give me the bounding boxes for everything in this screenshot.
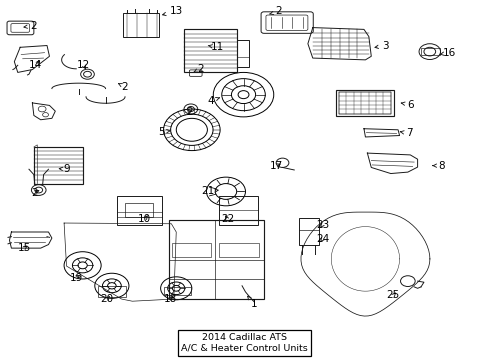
Bar [34,147,82,184]
Text: 21: 21 [201,186,218,197]
Text: 20: 20 [100,294,113,304]
Text: 2: 2 [194,64,203,74]
Text: 8: 8 [432,161,445,171]
Text: 2014 Cadillac ATS
A/C & Heater Control Units: 2014 Cadillac ATS A/C & Heater Control U… [181,333,307,353]
Text: 2: 2 [186,107,193,117]
Bar [219,196,258,225]
Text: 3: 3 [374,41,388,50]
Bar [168,220,264,299]
Text: 17: 17 [269,161,282,171]
Text: 4: 4 [206,96,219,106]
Bar [98,286,126,297]
Text: 2: 2 [24,21,37,31]
Text: 14: 14 [29,60,42,70]
Text: 22: 22 [221,215,234,224]
Text: 23: 23 [315,220,328,230]
Text: 5: 5 [158,127,170,136]
Bar [183,30,237,72]
Bar [125,203,153,217]
Text: 2: 2 [31,188,39,198]
Text: 1: 1 [247,296,257,309]
Text: 24: 24 [315,234,328,244]
Bar [122,13,159,37]
Text: 10: 10 [138,215,151,224]
Bar [117,196,161,225]
Text: 19: 19 [69,273,83,283]
Text: 7: 7 [400,129,412,138]
Bar [420,48,439,55]
Text: 18: 18 [163,294,177,304]
Text: 12: 12 [77,60,90,70]
Bar [163,287,190,296]
Bar [219,243,259,257]
Bar [299,218,318,244]
Bar [237,40,249,67]
Text: 2: 2 [269,6,282,17]
Text: 15: 15 [18,243,31,253]
Bar [172,243,211,257]
Text: 25: 25 [386,291,399,301]
Text: 16: 16 [439,48,455,58]
Text: 11: 11 [208,42,224,52]
Text: 6: 6 [401,100,413,110]
Text: 2: 2 [118,82,128,92]
Text: 9: 9 [59,164,70,174]
Text: 13: 13 [162,6,183,17]
Bar [338,92,390,114]
Bar [335,90,393,116]
